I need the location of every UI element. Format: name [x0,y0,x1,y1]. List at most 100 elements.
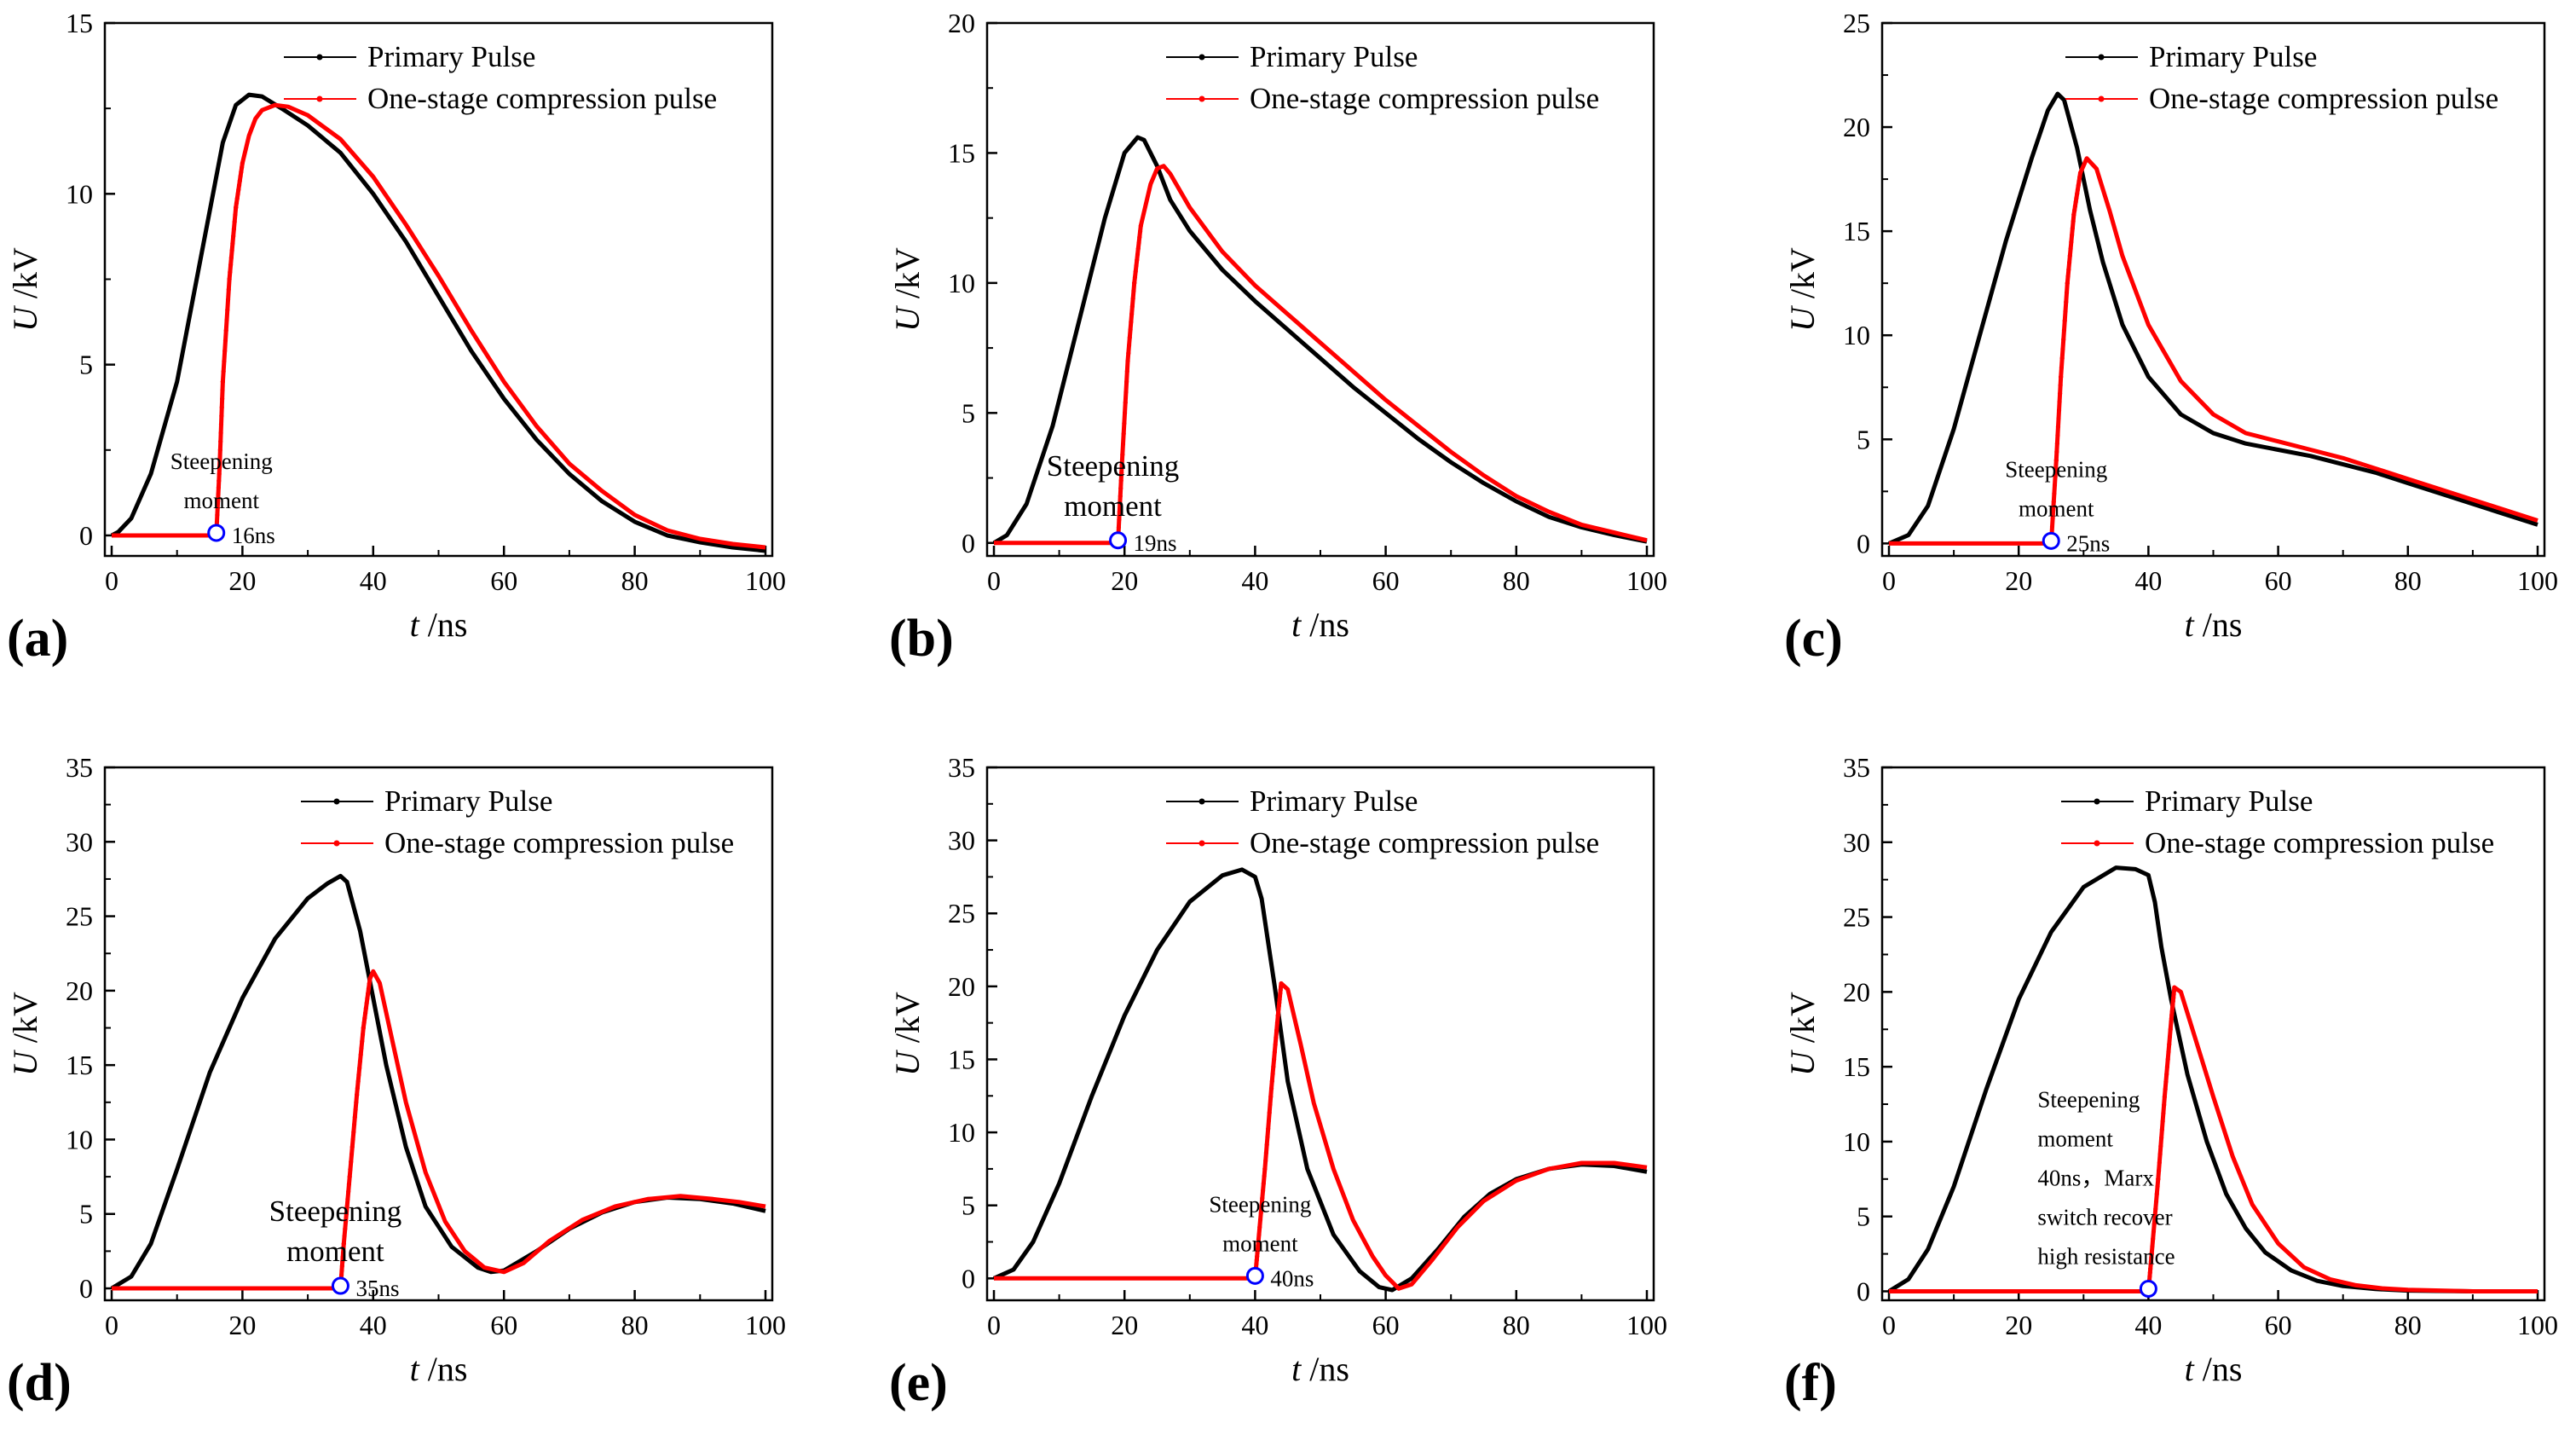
annotation-text: 40ns，Marx [2037,1165,2154,1190]
compression-point-marker [1276,1004,1281,1009]
compression-point-marker [1267,1110,1272,1115]
compression-point-marker [218,439,223,444]
y-tick-label: 15 [1843,1051,1870,1082]
compression-point-marker [2056,408,2062,413]
compression-point-marker [2055,425,2061,430]
annotation-text: moment [1222,1230,1298,1256]
compression-point-marker [229,248,234,253]
primary-pulse-line [1887,865,2538,1293]
x-tick-label: 100 [745,1310,786,1340]
y-axis-variable: U [888,1049,927,1076]
compression-point-marker [2068,246,2073,252]
compression-point-marker [2148,1266,2153,1271]
legend-label-compressed: One-stage compression pulse [367,82,717,115]
compression-pulse-line [994,981,1648,1291]
compression-point-marker [2065,281,2070,286]
legend-marker-compressed [1198,95,1205,102]
compression-point-marker [234,196,240,201]
compression-point-marker [344,1204,349,1209]
compression-point-marker [1131,288,1136,293]
legend-label-compressed: One-stage compression pulse [1250,82,1599,115]
compression-point-marker [1126,343,1132,348]
compression-point-marker [2159,1135,2164,1141]
y-tick-label: 25 [66,901,93,932]
compression-point-marker [237,178,242,183]
x-tick-label: 60 [2265,1310,2292,1340]
compression-point-marker [222,338,228,344]
compression-point-marker [1274,1021,1280,1026]
steepening-marker [1109,531,1128,550]
x-tick-label: 80 [2394,565,2422,596]
x-axis-label: t /ns [2185,605,2243,644]
compression-point-marker [2162,1094,2168,1099]
compression-point-marker [2057,391,2063,396]
y-axis-unit: /kV [888,992,927,1051]
compression-point-marker [2077,171,2083,176]
compression-point-marker [1255,1250,1260,1255]
compression-point-marker [1256,1232,1262,1237]
compression-point-marker [2171,995,2176,1000]
legend-marker-primary [1198,798,1205,805]
x-tick-label: 80 [1503,565,1530,596]
y-tick-label: 15 [66,8,93,38]
compression-point-marker [2166,1049,2171,1055]
annotation-text: Steepening [1047,449,1180,483]
compression-point-marker [1259,1203,1264,1208]
compression-point-marker [238,174,243,179]
compression-point-marker [228,255,234,260]
y-tick-label: 20 [948,971,975,1002]
compression-point-marker [2054,441,2060,446]
compression-point-marker [1121,431,1126,437]
y-tick-label: 0 [1857,528,1870,558]
y-axis-variable: U [1783,1049,1822,1076]
compression-point-marker [1270,1071,1275,1077]
compression-point-marker [2158,1143,2163,1149]
compression-point-marker [2071,212,2076,217]
compression-point-marker [219,405,224,410]
y-tick-label: 10 [1843,320,1870,350]
compression-point-marker [1127,335,1132,340]
compression-point-marker [228,263,234,268]
compression-point-marker [222,349,228,354]
compression-point-marker [2074,195,2079,200]
compression-point-marker [1273,1042,1278,1047]
compression-point-marker [2064,290,2070,295]
compression-point-marker [1126,350,1131,356]
compression-point-marker [217,478,222,483]
compression-point-marker [2161,1110,2166,1116]
y-axis-variable: U [6,304,44,332]
x-axis-label: t /ns [410,605,468,644]
compression-point-marker [342,1234,347,1239]
annotation-text: Steepening [269,1195,402,1228]
series-group [1888,91,2538,546]
y-axis-label: U /kV [1783,992,1822,1076]
compression-point-marker [239,170,244,175]
x-tick-label: 0 [105,1310,118,1340]
x-tick-label: 0 [987,1310,1001,1340]
y-tick-label: 5 [1857,424,1870,454]
compression-point-marker [2170,1002,2175,1007]
series-group [110,873,766,1291]
x-tick-label: 100 [1626,1310,1667,1340]
compression-point-marker [219,414,224,419]
compression-point-marker [2169,1012,2175,1017]
x-tick-label: 80 [2394,1310,2422,1340]
y-tick-label: 0 [79,1273,93,1304]
compression-point-marker [340,1250,346,1255]
compression-point-marker [2157,1152,2163,1157]
compression-point-marker [2065,274,2071,279]
compression-point-marker [225,307,230,313]
compression-point-marker [2155,1183,2160,1189]
compression-point-marker [341,1246,346,1251]
compression-point-marker [2056,416,2061,421]
compression-point-marker [341,1241,346,1247]
compression-point-marker [2060,346,2065,351]
compression-point-marker [2053,458,2059,463]
steepening-marker [2042,531,2060,550]
y-tick-label: 20 [948,8,975,38]
compression-point-marker [2052,483,2058,488]
chart-panel: 0 20 40 60 80 100 0 5 10 15 20 25 t /ns U /kV (c) Prima… [1783,8,2558,668]
compression-pulse-line [1889,985,2538,1293]
legend-label-primary: Primary Pulse [1250,40,1418,73]
compression-point-marker [2156,1177,2161,1182]
